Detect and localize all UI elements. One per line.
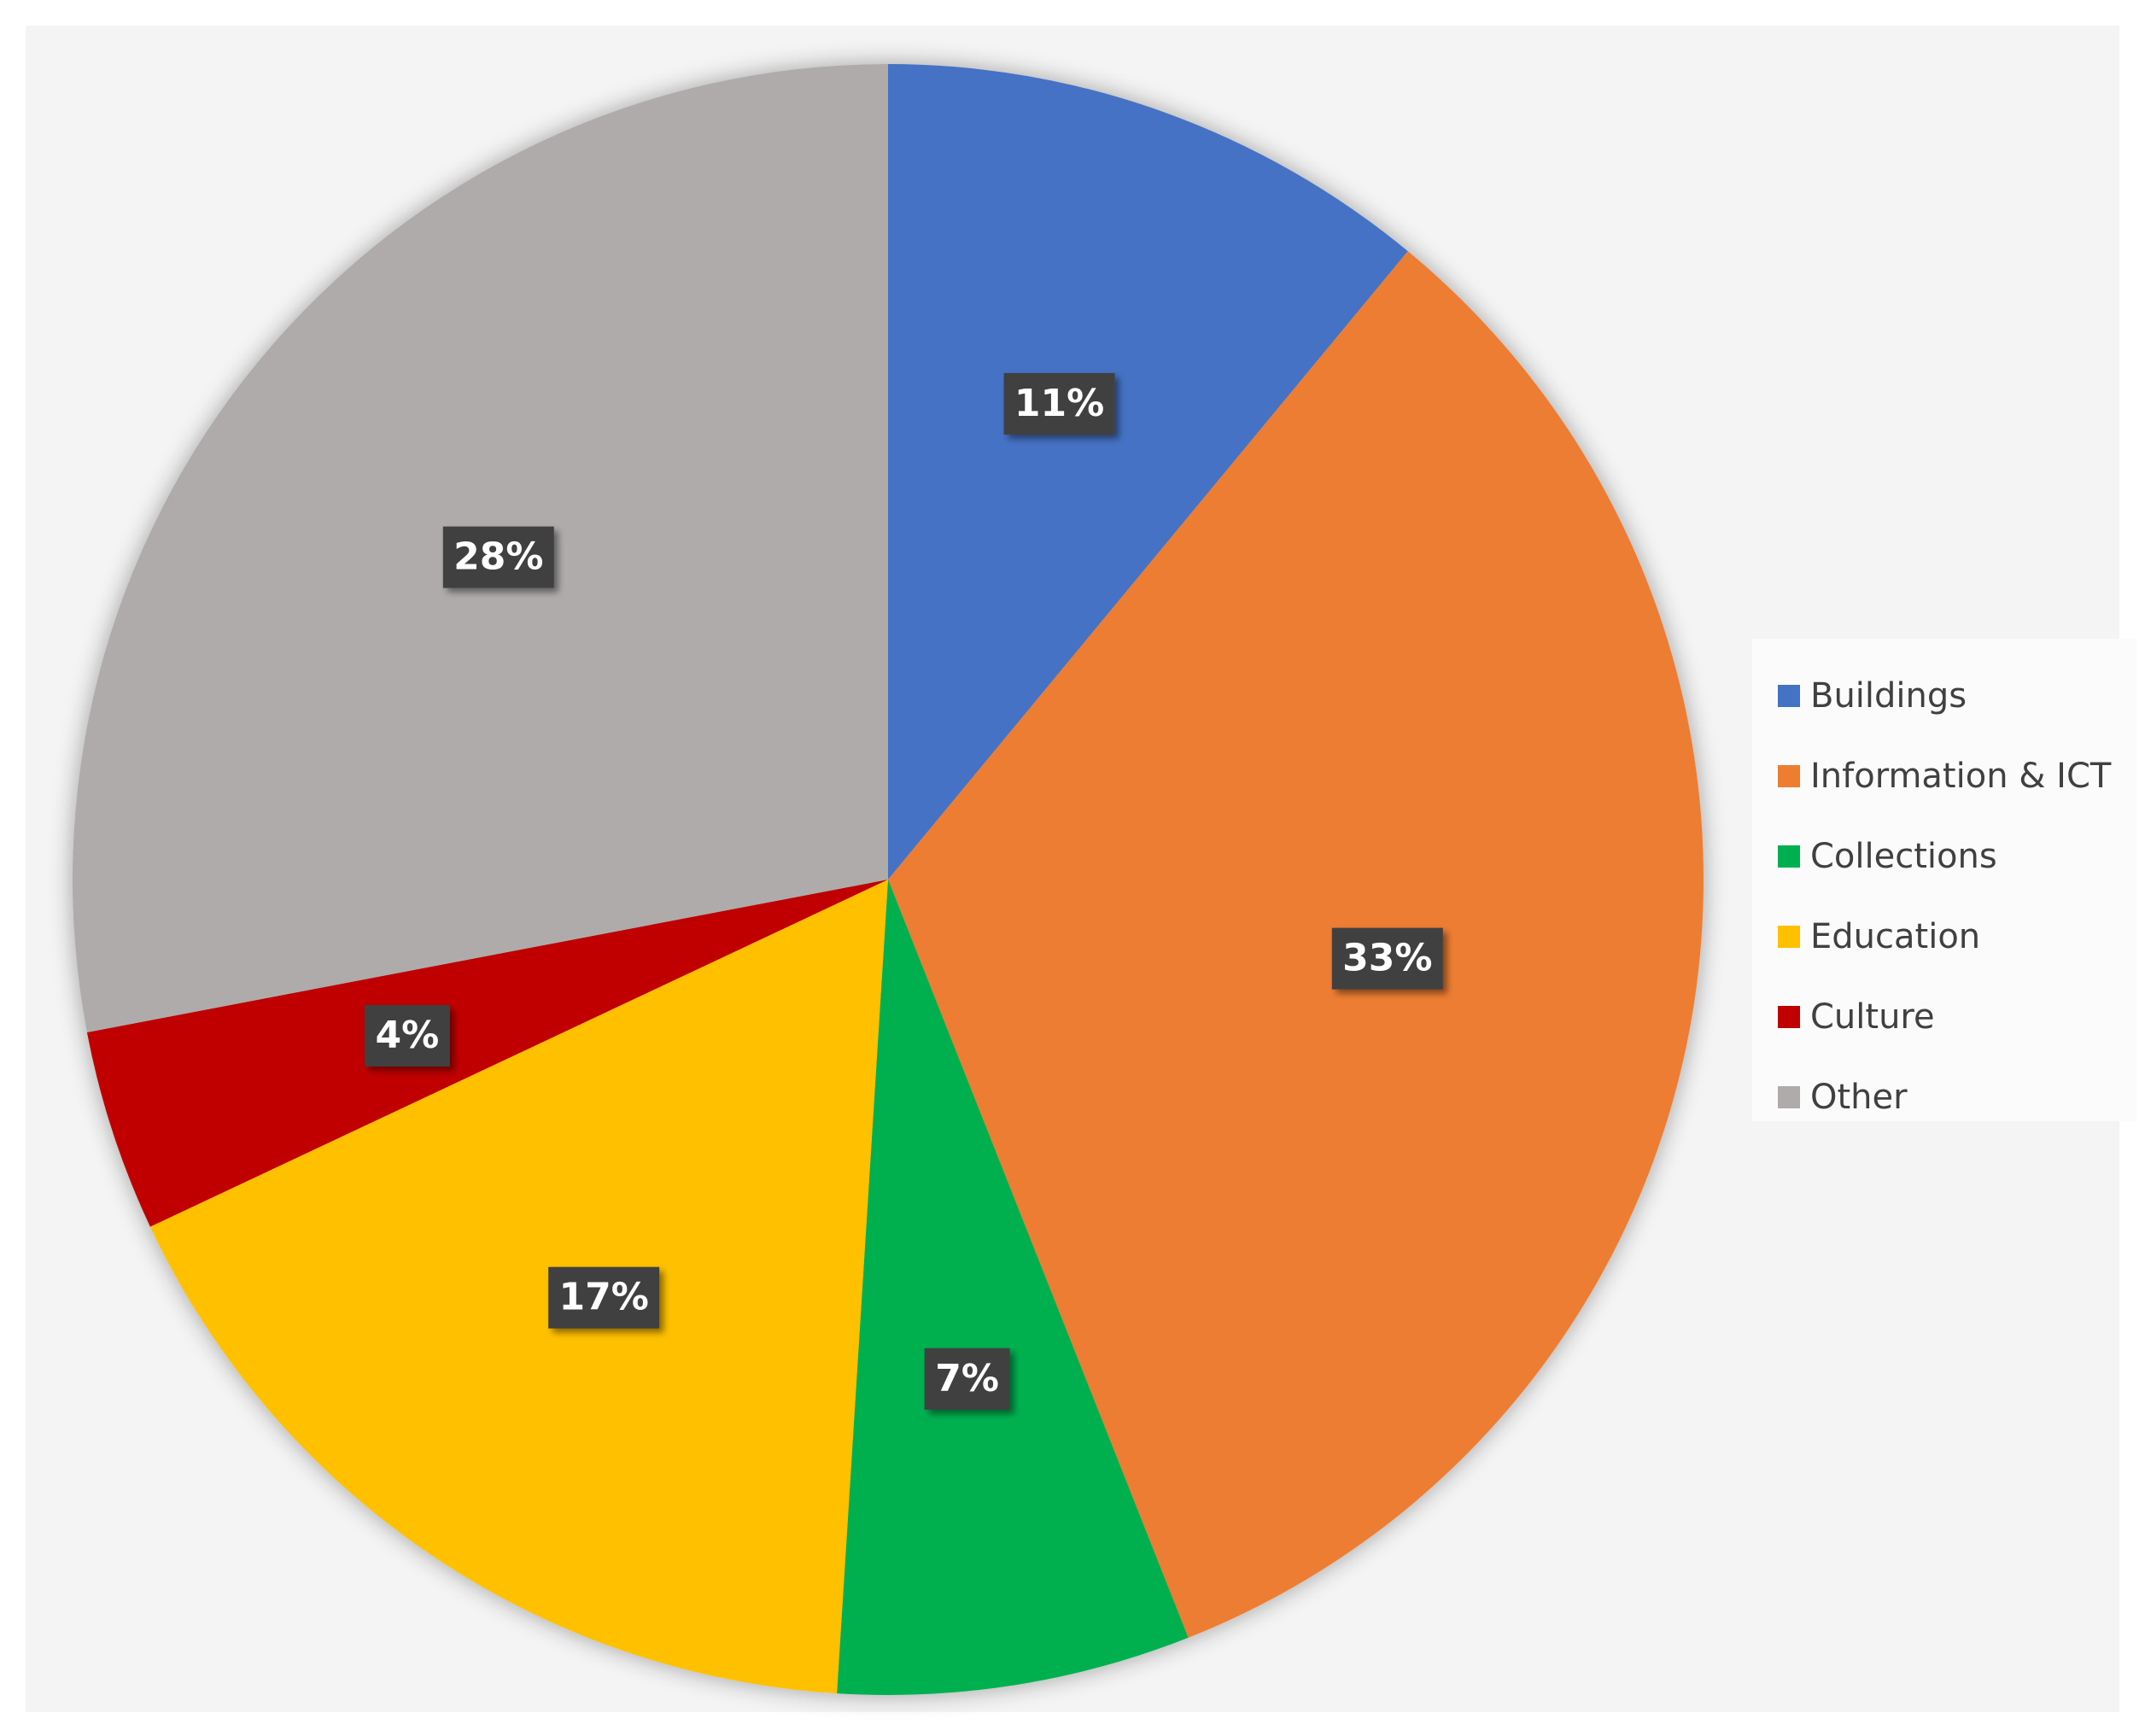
data-label-box: [924, 1347, 1010, 1410]
pie-data-labels: 11% 33% 7% 17% 4% 28%: [364, 372, 1443, 1410]
pie-slice-culture: [86, 880, 889, 1227]
data-label-information-and-ict: 33%: [1331, 927, 1443, 990]
legend-item-buildings: Buildings: [1778, 656, 2136, 736]
legend-item-information-and-ict: Information & ICT: [1778, 736, 2136, 816]
legend-item-other: Other: [1778, 1057, 2136, 1137]
data-label-box: [364, 1004, 450, 1067]
data-label-box: [1003, 372, 1115, 435]
data-label-text: 4%: [376, 1014, 440, 1057]
data-label-education: 17%: [548, 1266, 660, 1329]
data-label-buildings: 11%: [1003, 372, 1115, 435]
data-label-box: [548, 1266, 660, 1329]
legend-label: Information & ICT: [1810, 757, 2112, 796]
legend-swatch: [1778, 1006, 1800, 1028]
data-label-culture: 4%: [364, 1004, 450, 1067]
data-label-text: 17%: [559, 1276, 649, 1319]
pie-slice-information-and-ict: [888, 251, 1704, 1638]
legend-swatch: [1778, 926, 1800, 948]
legend-item-education: Education: [1778, 897, 2136, 977]
legend-label: Other: [1810, 1078, 1908, 1117]
legend-swatch: [1778, 765, 1800, 787]
legend-swatch: [1778, 845, 1800, 868]
legend-label: Education: [1810, 917, 1981, 956]
data-label-other: 28%: [442, 526, 554, 588]
legend-item-culture: Culture: [1778, 977, 2136, 1057]
legend-swatch: [1778, 1086, 1800, 1108]
data-label-box: [1331, 927, 1443, 990]
legend-item-collections: Collections: [1778, 816, 2136, 897]
pie-slice-collections: [837, 880, 1189, 1695]
legend-swatch: [1778, 685, 1800, 707]
legend-label: Culture: [1810, 997, 1935, 1037]
data-label-text: 7%: [935, 1357, 999, 1400]
pie-slice-education: [149, 880, 889, 1694]
pie-slices: [72, 64, 1704, 1695]
legend-label: Buildings: [1810, 676, 1967, 716]
data-label-text: 28%: [453, 535, 543, 579]
data-label-collections: 7%: [924, 1347, 1010, 1410]
data-label-text: 11%: [1014, 382, 1104, 425]
data-label-box: [442, 526, 554, 588]
data-label-text: 33%: [1342, 937, 1432, 980]
legend: Buildings Information & ICT Collections Edu…: [1752, 639, 2136, 1121]
legend-label: Collections: [1810, 837, 1997, 876]
pie-slice-buildings: [888, 64, 1408, 880]
